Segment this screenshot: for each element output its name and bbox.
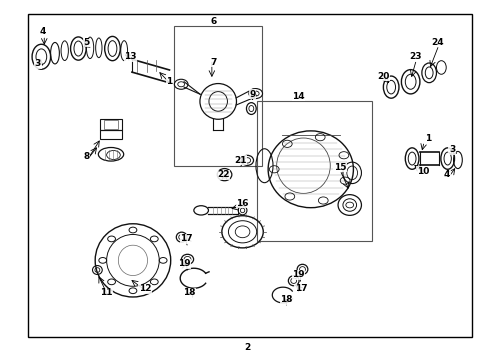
Bar [257,102,372,241]
Text: 1: 1 [167,77,172,86]
Bar [100,119,122,130]
Text: 10: 10 [416,167,429,176]
Bar [100,130,122,139]
Text: 19: 19 [178,260,191,269]
Text: 20: 20 [378,72,390,81]
Text: 23: 23 [409,52,422,61]
Text: 19: 19 [292,270,305,279]
Text: 1: 1 [424,134,431,143]
Text: 24: 24 [431,38,444,47]
Text: 17: 17 [294,284,307,293]
Text: 16: 16 [236,199,249,208]
Text: 18: 18 [280,295,293,304]
Text: 8: 8 [83,152,90,161]
Text: 6: 6 [210,17,217,26]
Text: 18: 18 [183,288,195,297]
Text: 11: 11 [100,288,112,297]
Text: 4: 4 [444,170,450,179]
Text: 3: 3 [35,59,41,68]
Text: 17: 17 [180,234,193,243]
Text: 21: 21 [234,156,246,165]
Text: 22: 22 [217,170,229,179]
Bar [104,120,118,129]
Text: 5: 5 [83,38,90,47]
Text: 4: 4 [40,27,46,36]
Text: 13: 13 [124,52,137,61]
Text: 14: 14 [292,91,305,100]
Text: 2: 2 [245,343,250,352]
Bar [174,26,262,166]
Text: 9: 9 [249,90,255,99]
Text: 3: 3 [449,145,455,154]
Text: 12: 12 [139,284,151,293]
Text: 15: 15 [334,163,346,172]
Text: 7: 7 [210,58,217,67]
